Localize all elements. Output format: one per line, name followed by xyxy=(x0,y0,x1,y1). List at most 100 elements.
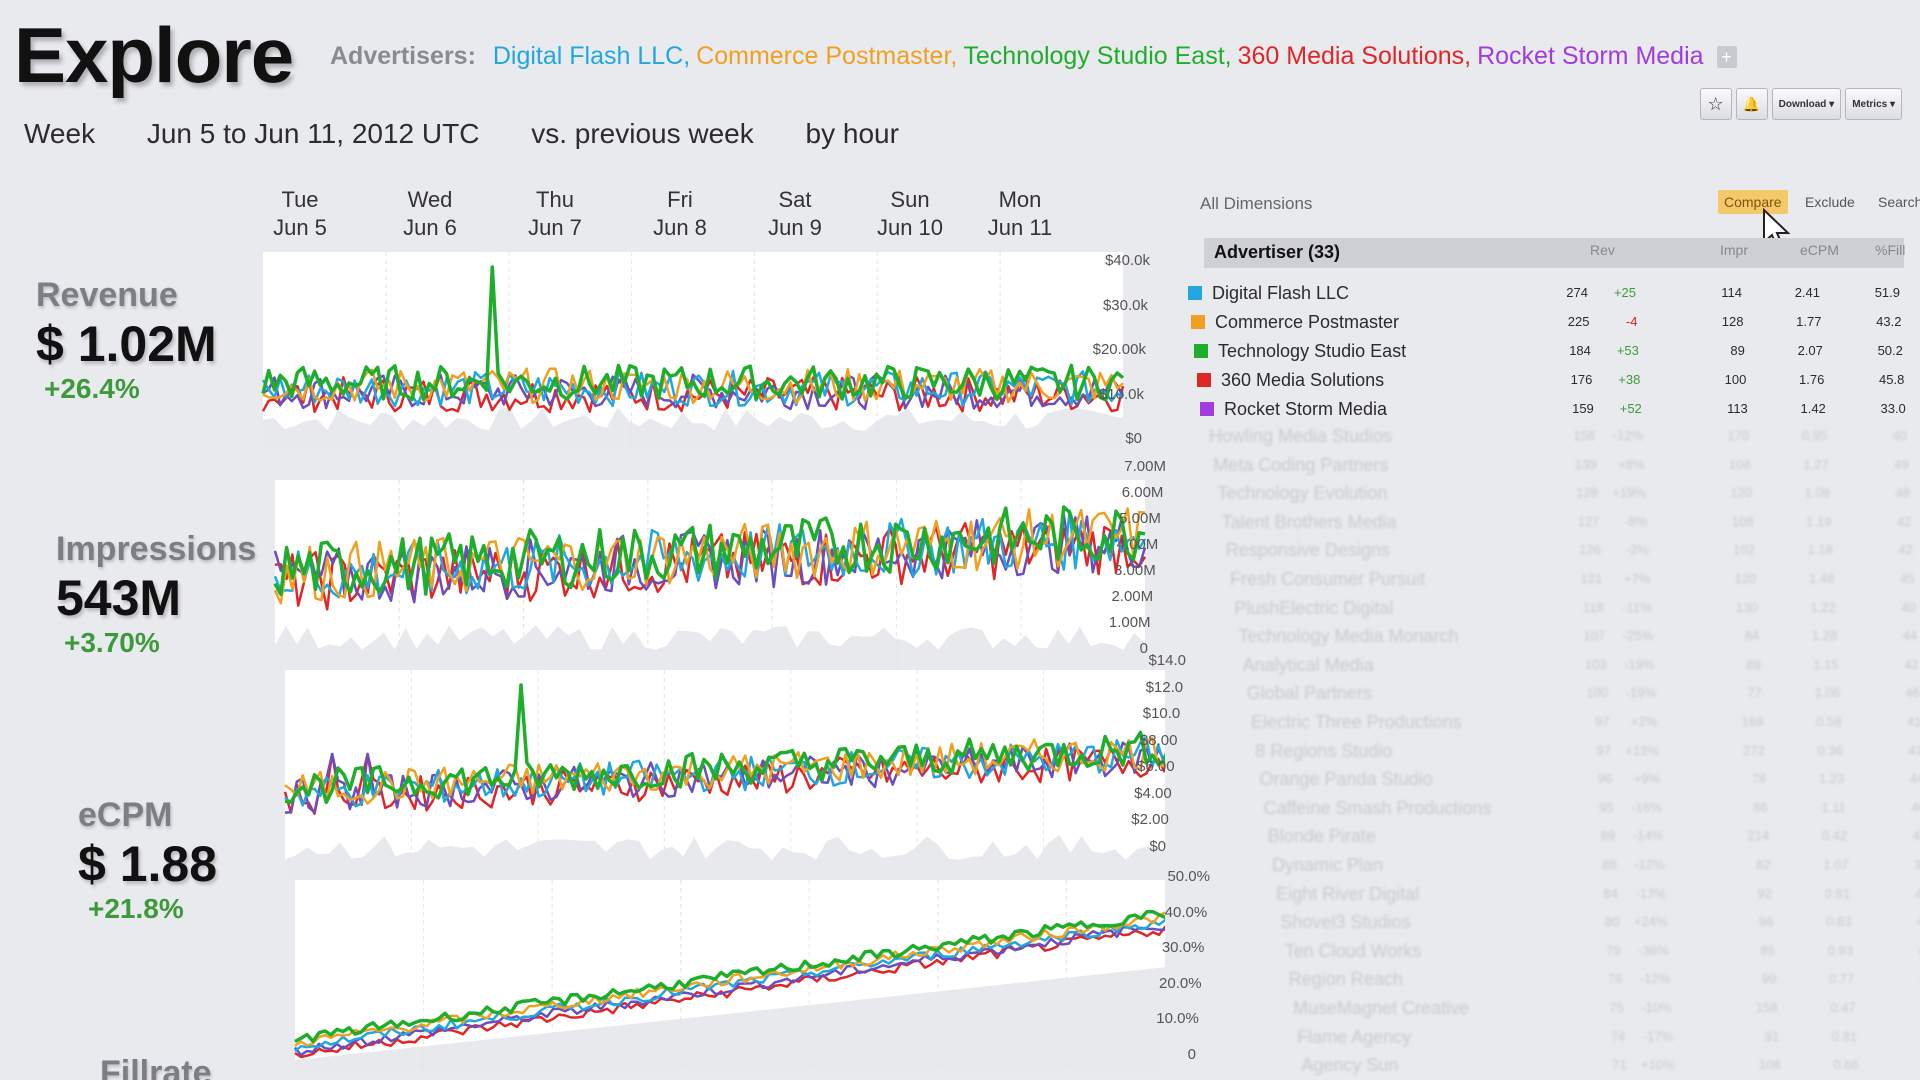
granularity-selector[interactable]: by hour xyxy=(805,118,899,149)
advertiser-chip[interactable]: Technology Studio East, xyxy=(963,42,1232,70)
search-button[interactable]: Search xyxy=(1878,194,1920,210)
day-date: Jun 5 xyxy=(273,215,327,240)
col-fill[interactable]: %Fill xyxy=(1875,242,1906,258)
cell-rev-delta: -12% xyxy=(1612,428,1644,443)
cell-fill: 43 xyxy=(1908,742,1920,758)
advertiser-name[interactable]: Shovel3 Studios xyxy=(1280,912,1410,933)
kpi-impressions[interactable]: Impressions 543M +3.70% xyxy=(56,530,256,659)
advertiser-name[interactable]: Responsive Designs xyxy=(1226,540,1390,561)
series-color-swatch[interactable] xyxy=(1197,373,1211,387)
axis-tick-label: $10.0 xyxy=(1142,705,1181,723)
kpi-ecpm[interactable]: eCPM $ 1.88 +21.8% xyxy=(78,796,217,925)
advertiser-name[interactable]: Meta Coding Partners xyxy=(1213,455,1388,476)
col-rev[interactable]: Rev xyxy=(1590,242,1615,258)
exclude-button[interactable]: Exclude xyxy=(1805,194,1855,210)
advertiser-name[interactable]: Digital Flash LLC xyxy=(1188,283,1349,304)
advertiser-name[interactable]: Flame Agency xyxy=(1297,1027,1411,1048)
advertiser-name[interactable]: Agency Sun xyxy=(1301,1055,1398,1076)
series-color-swatch[interactable] xyxy=(1188,286,1202,300)
time-series-charts[interactable] xyxy=(255,240,1165,1070)
all-dimensions-link[interactable]: All Dimensions xyxy=(1200,194,1313,213)
advertiser-name[interactable]: Fresh Consumer Pursuit xyxy=(1230,569,1425,590)
cell-impr: 96 xyxy=(1758,914,1774,930)
star-icon[interactable]: ☆ xyxy=(1699,88,1732,120)
chart-panel[interactable] xyxy=(261,252,1125,452)
advertiser-name[interactable]: 360 Media Solutions xyxy=(1197,370,1384,391)
period-selector[interactable]: Week xyxy=(24,118,96,149)
advertiser-chip[interactable]: Digital Flash LLC, xyxy=(492,42,691,70)
advertiser-name[interactable]: Technology Evolution xyxy=(1217,483,1387,504)
advertiser-name[interactable]: Ten Cloud Works xyxy=(1285,941,1422,962)
advertiser-name[interactable]: PlushElectric Digital xyxy=(1234,598,1393,619)
cell-rev: 184 xyxy=(1569,343,1591,358)
advertiser-name[interactable]: Caffeine Smash Productions xyxy=(1264,798,1492,819)
advertiser-name[interactable]: Global Partners xyxy=(1247,683,1372,704)
chart-panel[interactable] xyxy=(283,670,1165,880)
advertiser-name[interactable]: Technology Media Monarch xyxy=(1238,626,1458,647)
advertiser-name-text: Caffeine Smash Productions xyxy=(1263,797,1492,818)
add-advertiser-button[interactable]: + xyxy=(1716,46,1737,69)
day-date: Jun 7 xyxy=(528,215,582,240)
advertiser-name-text: Digital Flash LLC xyxy=(1212,283,1350,303)
axis-tick-label: $4.00 xyxy=(1134,784,1172,802)
advertiser-name-text: Agency Sun xyxy=(1301,1055,1399,1076)
cell-rev-delta: -2% xyxy=(1625,542,1649,558)
advertiser-name[interactable]: Region Reach xyxy=(1289,969,1403,990)
metrics-button[interactable]: Metrics ▾ xyxy=(1845,88,1902,120)
cell-impr: 272 xyxy=(1743,742,1765,758)
advertiser-name[interactable]: Technology Studio East xyxy=(1194,341,1406,362)
kpi-revenue[interactable]: Revenue $ 1.02M +26.4% xyxy=(36,276,217,405)
col-ecpm[interactable]: eCPM xyxy=(1800,242,1839,258)
kpi-fillrate[interactable]: Fillrate xyxy=(100,1054,211,1080)
comparison-selector[interactable]: vs. previous week xyxy=(531,118,754,149)
advertiser-name[interactable]: Dynamic Plan xyxy=(1272,855,1383,876)
compare-button[interactable]: Compare xyxy=(1718,190,1788,214)
advertiser-name-text: Electric Three Productions xyxy=(1251,712,1462,732)
download-button[interactable]: Download ▾ xyxy=(1771,88,1842,120)
cell-rev: 80 xyxy=(1604,914,1620,930)
advertiser-chip[interactable]: 360 Media Solutions, xyxy=(1237,42,1472,70)
bell-icon[interactable]: 🔔 xyxy=(1735,88,1768,120)
advertiser-name[interactable]: Analytical Media xyxy=(1243,655,1374,676)
cell-ecpm: 0.77 xyxy=(1829,971,1855,987)
cell-rev: 95 xyxy=(1599,799,1614,815)
advertiser-name[interactable]: 8 Regions Studio xyxy=(1255,741,1392,762)
advertiser-name[interactable]: Talent Brothers Media xyxy=(1222,512,1397,533)
advertiser-name[interactable]: Commerce Postmaster xyxy=(1191,312,1399,333)
series-color-swatch[interactable] xyxy=(1200,402,1214,416)
advertiser-name[interactable]: Eight River Digital xyxy=(1276,884,1419,905)
cell-rev-delta: +24% xyxy=(1633,914,1668,930)
advertiser-name[interactable]: Orange Panda Studio xyxy=(1259,769,1432,790)
advertiser-chip[interactable]: Commerce Postmaster, xyxy=(696,42,958,70)
advertiser-name[interactable]: Blonde Pirate xyxy=(1268,826,1376,847)
series-color-swatch[interactable] xyxy=(1194,344,1208,358)
cell-impr: 130 xyxy=(1736,599,1758,615)
date-range[interactable]: Jun 5 to Jun 11, 2012 UTC xyxy=(146,118,480,149)
advertiser-name[interactable]: MuseMagnet Creative xyxy=(1293,998,1469,1019)
cell-rev-delta: -12% xyxy=(1639,971,1671,987)
day-of-week: Wed xyxy=(407,187,453,212)
advertiser-chip[interactable]: Rocket Storm Media xyxy=(1477,42,1704,70)
advertiser-name[interactable]: Rocket Storm Media xyxy=(1200,399,1387,420)
series-color-swatch[interactable] xyxy=(1191,315,1205,329)
cell-rev: 158 xyxy=(1573,428,1596,443)
advertiser-name-text: Eight River Digital xyxy=(1276,883,1420,904)
cell-fill: 41 xyxy=(1912,828,1920,844)
advertiser-name[interactable]: Electric Three Productions xyxy=(1251,712,1462,733)
advertiser-group-header[interactable]: Advertiser (33) xyxy=(1204,238,1904,268)
chart-panel[interactable] xyxy=(294,880,1165,1070)
cell-fill: 46 xyxy=(1905,685,1920,701)
cell-ecpm: 1.15 xyxy=(1813,656,1839,672)
advertisers-label: Advertisers: xyxy=(330,42,476,70)
axis-tick-label: $2.00 xyxy=(1131,811,1169,829)
cell-ecpm: 1.19 xyxy=(1806,513,1832,529)
cell-rev-delta: +19% xyxy=(1612,485,1646,501)
advertiser-name-text: Global Partners xyxy=(1246,683,1372,704)
cell-rev-delta: -11% xyxy=(1622,599,1652,615)
chart-panel[interactable] xyxy=(273,480,1147,670)
col-impr[interactable]: Impr xyxy=(1720,242,1748,258)
axis-tick-label: 6.00M xyxy=(1121,484,1164,501)
cell-impr: 84 xyxy=(1744,628,1760,644)
cell-impr: 113 xyxy=(1727,401,1748,416)
advertiser-name[interactable]: Howling Media Studios xyxy=(1209,426,1392,447)
